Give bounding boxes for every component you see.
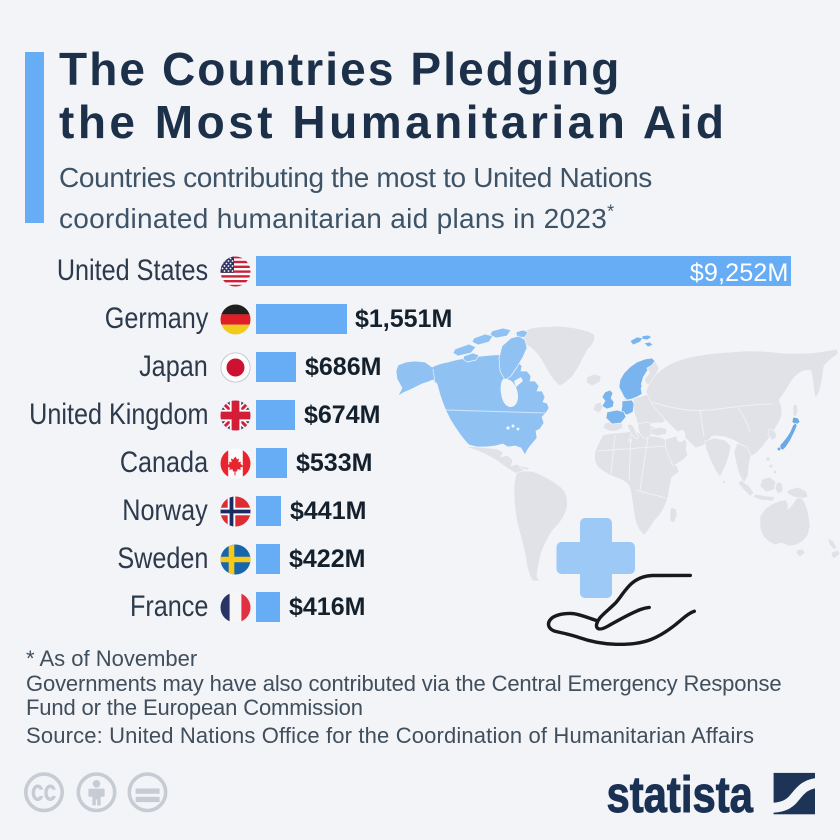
svg-text:statista: statista [607, 766, 754, 823]
